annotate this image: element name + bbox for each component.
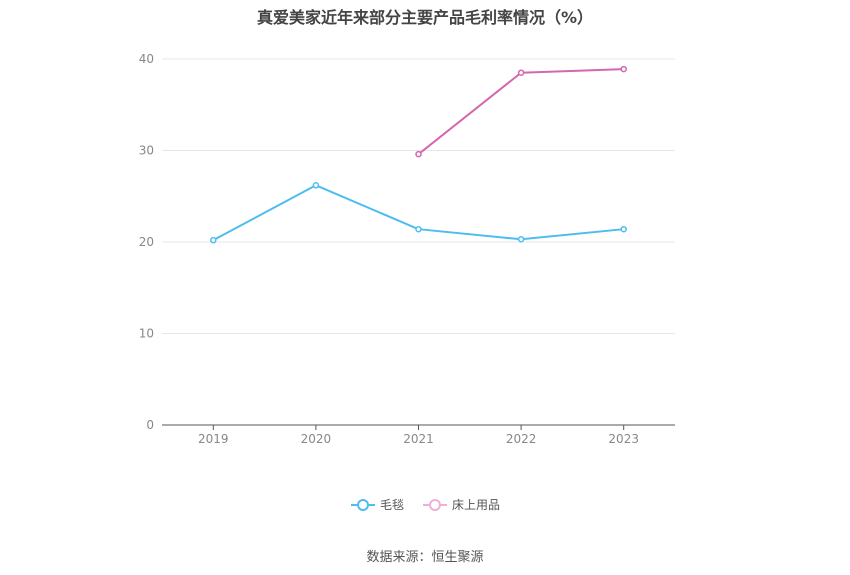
x-tick-label-2023: 2023: [608, 432, 639, 446]
series-line-2: [417, 68, 624, 155]
legend-marker-series-2: [423, 499, 447, 511]
data-source-note: 数据来源：恒生聚源: [366, 550, 484, 565]
data-point-series-1-2022: [517, 236, 525, 243]
x-tick-label-2019: 2019: [198, 432, 229, 446]
legend-item-series-1[interactable]: 毛毯: [350, 497, 404, 513]
legend-item-series-2[interactable]: 床上用品: [422, 497, 500, 513]
y-tick-label-20: 20: [139, 235, 154, 249]
data-point-series-2-2022: [517, 69, 525, 76]
data-point-series-1-2021: [415, 225, 422, 233]
legend-marker-series-1: [350, 499, 375, 511]
x-tick-label-2021: 2021: [403, 432, 434, 446]
data-point-series-1-2019: [210, 236, 217, 244]
legend-label-series-2: 床上用品: [452, 498, 501, 512]
data-point-series-2-2023: [620, 65, 627, 73]
data-point-series-2-2021: [415, 150, 422, 158]
legend-label-series-1: 毛毯: [379, 498, 404, 512]
data-point-series-1-2023: [620, 225, 627, 233]
x-tick-label-2020: 2020: [301, 432, 332, 446]
chart-title: 真爱美家近年来部分主要产品毛利率情况（%）: [256, 8, 594, 27]
chart-legend: 毛毯 床上用品: [0, 497, 850, 513]
y-tick-label-30: 30: [139, 144, 154, 158]
y-tick-label-10: 10: [139, 327, 154, 341]
data-point-series-1-2020: [312, 182, 320, 189]
y-tick-label-40: 40: [139, 52, 154, 66]
x-tick-label-2022: 2022: [506, 432, 537, 446]
y-tick-label-0: 0: [146, 418, 154, 432]
